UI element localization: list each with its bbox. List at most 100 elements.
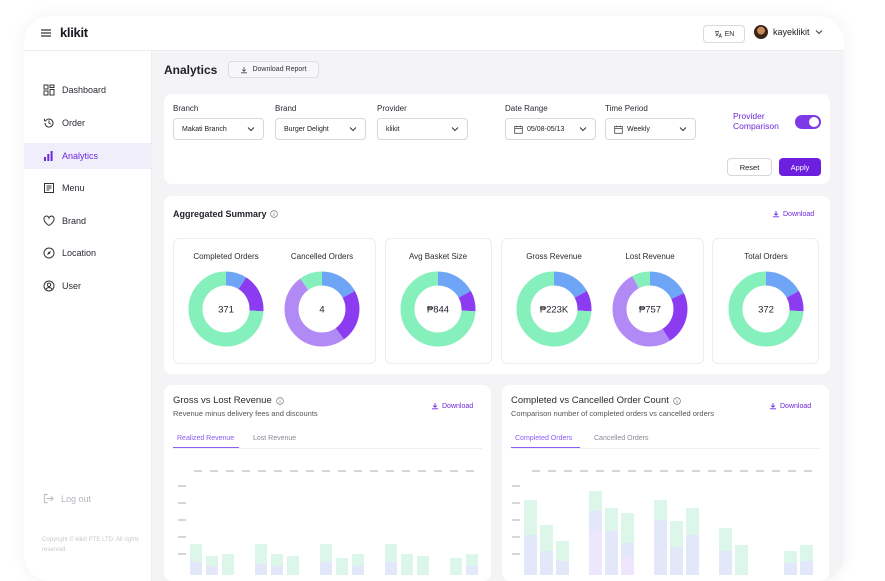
donut-segment — [516, 271, 592, 347]
summary-title: Aggregated Summary — [173, 209, 278, 219]
logout-icon — [43, 493, 54, 504]
tab-cancelled-orders[interactable]: Cancelled Orders — [594, 435, 649, 442]
tab-realized-revenue[interactable]: Realized Revenue — [177, 435, 235, 442]
sidebar-item-label: Brand — [62, 216, 87, 226]
provider-select[interactable]: klikit — [377, 118, 468, 140]
analytics-icon — [44, 151, 53, 161]
download-icon — [432, 403, 438, 410]
gross-vs-lost-subtitle: Revenue minus delivery fees and discount… — [173, 409, 318, 418]
dashboard-icon — [43, 84, 55, 96]
metric-title: Lost Revenue — [625, 252, 675, 261]
summary-download-button[interactable]: Download — [772, 210, 814, 218]
bars — [190, 544, 478, 575]
donut-segment — [728, 271, 804, 347]
user-menu[interactable]: kayeklikit — [754, 25, 823, 39]
donut-segment — [612, 271, 688, 347]
donut-segment — [400, 271, 476, 347]
basket-card — [385, 238, 492, 364]
metric-title: Cancelled Orders — [290, 252, 354, 261]
user-name: kayeklikit — [773, 27, 810, 37]
sidebar-item-label: Order — [62, 118, 86, 128]
tab-lost-revenue[interactable]: Lost Revenue — [253, 435, 297, 442]
donut-segment — [284, 271, 360, 347]
download-report-button[interactable]: Download Report — [228, 61, 319, 78]
hamburger-menu-icon[interactable] — [40, 27, 52, 39]
time-period-value: Weekly — [627, 125, 650, 133]
info-icon[interactable] — [673, 396, 681, 405]
sidebar-item-analytics[interactable]: Analytics — [24, 143, 152, 169]
sidebar-item-order[interactable]: Order — [24, 110, 152, 136]
download-label: Download — [780, 402, 812, 410]
time-period-select[interactable]: Weekly — [605, 118, 696, 140]
language-button[interactable]: EN — [703, 25, 745, 43]
chevron-down-icon — [579, 127, 587, 132]
sidebar-item-label: Dashboard — [62, 85, 107, 95]
history-icon — [44, 118, 54, 128]
info-icon[interactable] — [269, 210, 278, 218]
logout-button[interactable]: Log out — [43, 493, 91, 504]
menu-list-icon — [44, 183, 54, 193]
donut-center-value: 372 — [758, 305, 774, 316]
calendar-icon — [514, 125, 523, 134]
summary-title-text: Aggregated Summary — [173, 209, 267, 219]
compass-icon — [43, 247, 55, 259]
sidebar-item-location[interactable]: Location — [24, 240, 152, 266]
active-tab-indicator — [173, 447, 239, 448]
sidebar-item-menu[interactable]: Menu — [24, 175, 152, 201]
branch-select[interactable]: Makati Branch — [173, 118, 264, 140]
chevron-down-icon — [451, 127, 459, 132]
sidebar-item-label: Menu — [62, 183, 85, 193]
completed-vs-cancelled-title: Completed vs Cancelled Order Count — [511, 395, 681, 406]
sidebar-item-dashboard[interactable]: Dashboard — [24, 77, 152, 103]
bars — [524, 491, 813, 575]
donut-segment — [516, 271, 592, 347]
sidebar-item-label: Location — [62, 248, 97, 258]
metric-title: Total Orders — [744, 252, 788, 261]
brand-select[interactable]: Burger Delight — [275, 118, 366, 140]
provider-comparison-label: Provider Comparison — [733, 111, 779, 131]
donut-center-value: ₱223K — [540, 305, 569, 316]
heart-icon — [43, 215, 55, 227]
provider-value: klikit — [386, 125, 400, 133]
aggregated-summary-panel: Aggregated Summary Download Completed Or… — [164, 196, 830, 374]
sidebar-item-label: Analytics — [62, 151, 99, 161]
summary-download-label: Download — [783, 210, 815, 218]
donut-center-value: ₱757 — [639, 305, 661, 316]
date-range-value: 05/08-05/13 — [527, 125, 565, 133]
date-range-label: Date Range — [505, 104, 548, 113]
y-axis-ticks — [178, 485, 186, 555]
donut-center-value: 4 — [319, 305, 324, 316]
language-label: EN — [724, 30, 735, 38]
metric-cancelled-orders: Cancelled Orders 4 — [279, 252, 365, 350]
completed-vs-cancelled-download-button[interactable]: Download — [769, 402, 811, 410]
gross-vs-lost-bar-chart — [178, 470, 478, 575]
reset-button[interactable]: Reset — [727, 158, 772, 176]
chevron-down-icon — [247, 127, 255, 132]
lost-revenue-donut: ₱757 — [612, 271, 688, 347]
chevron-down-icon — [349, 127, 357, 132]
avg-basket-size-donut: ₱844 — [400, 271, 476, 347]
time-period-label: Time Period — [605, 104, 648, 113]
tab-divider — [173, 448, 482, 449]
sidebar-item-brand[interactable]: Brand — [24, 208, 152, 234]
apply-button[interactable]: Apply — [779, 158, 821, 176]
brand-label: Brand — [275, 104, 297, 113]
download-report-label: Download Report — [252, 66, 307, 73]
tab-completed-orders[interactable]: Completed Orders — [515, 435, 573, 442]
gross-vs-lost-download-button[interactable]: Download — [431, 402, 473, 410]
sidebar-item-user[interactable]: User — [24, 273, 152, 299]
provider-comparison-label-line2: Comparison — [733, 121, 779, 131]
info-icon[interactable] — [275, 396, 284, 405]
donut-segment — [400, 271, 476, 347]
logout-label: Log out — [61, 493, 92, 504]
provider-comparison-toggle[interactable] — [795, 115, 821, 129]
top-bar: klikit EN kayeklikit — [24, 16, 844, 51]
donut-segment — [188, 271, 264, 347]
donut-segment — [612, 271, 688, 347]
date-range-picker[interactable]: 05/08-05/13 — [505, 118, 596, 140]
metric-title: Completed Orders — [193, 252, 259, 261]
completed-vs-cancelled-bar-chart — [512, 470, 813, 575]
metric-title: Avg Basket Size — [408, 252, 468, 261]
donut-segment — [284, 271, 360, 347]
donut-segment — [728, 271, 804, 347]
